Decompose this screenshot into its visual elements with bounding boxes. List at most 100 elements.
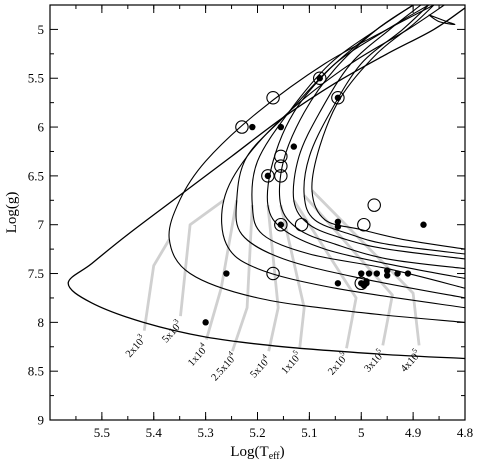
isochrone-label-7: 3x105 <box>360 346 388 375</box>
evolutionary-track <box>67 7 465 360</box>
x-tick-label-4: 5.1 <box>301 425 317 440</box>
y-axis-title: Log(g) <box>4 192 20 234</box>
open-point-6 <box>274 217 288 232</box>
filled-point-17 <box>334 280 342 287</box>
isochrone-curve-3 <box>251 5 465 289</box>
filled-point-16 <box>404 270 412 277</box>
isochrone-leader-8 <box>311 189 421 346</box>
isochrone-curve-1 <box>221 5 465 309</box>
x-tick-label-5: 5 <box>358 425 365 440</box>
data-points <box>202 71 427 326</box>
isochrone-leader-0 <box>142 238 171 331</box>
x-tick-label-3: 5.2 <box>249 425 265 440</box>
isochrone-label-base: 3x10 <box>363 352 385 375</box>
x-tick-label-7: 4.8 <box>457 425 473 440</box>
isochrone-label-1: 5x103 <box>157 317 185 346</box>
open-point-3 <box>274 159 288 173</box>
isochrone-curve-2 <box>235 5 465 299</box>
x-axis-title-main: Log(T <box>230 444 268 460</box>
isochrone-label-exponent: 4 <box>260 352 269 361</box>
isochrone-curve-0 <box>168 5 465 323</box>
isochrone-label-exponent: 3 <box>171 317 180 326</box>
isochrone-label-5: 1x105 <box>277 348 305 377</box>
isochrone-curve-7 <box>303 5 465 255</box>
y-tick-label-1: 5.5 <box>28 71 44 86</box>
x-tick-label-1: 5.4 <box>146 425 163 440</box>
filled-point-10 <box>358 270 365 277</box>
open-point-0 <box>266 91 280 105</box>
plot-frame <box>49 4 466 421</box>
x-tick-label-0: 5.5 <box>94 425 110 440</box>
x-axis-title-sub: eff <box>269 451 281 462</box>
open-point-12 <box>331 91 345 105</box>
isochrone-label-base: 1x10 <box>280 354 302 377</box>
open-point-11 <box>312 71 327 85</box>
isochrone-label-exponent: 5 <box>337 349 346 358</box>
open-point-8 <box>357 217 371 232</box>
isochrone-label-6: 2x105 <box>323 349 351 378</box>
filled-point-12 <box>373 270 381 277</box>
isochrone-leader-1 <box>179 199 225 317</box>
filled-point-13 <box>383 267 391 274</box>
filled-point-21 <box>363 280 370 287</box>
open-point-2 <box>274 149 288 164</box>
isochrone-curve-5 <box>278 5 465 270</box>
filled-point-2 <box>290 143 298 150</box>
open-point-9 <box>367 198 381 212</box>
filled-point-0 <box>249 123 256 131</box>
isochrone-label-base: 2.5x10 <box>210 355 237 384</box>
filled-point-8 <box>223 270 230 277</box>
filled-point-11 <box>365 270 373 277</box>
isochrone-label-base: 5x10 <box>160 322 182 345</box>
y-tick-label-7: 8.5 <box>28 364 44 379</box>
y-tick-label-2: 6 <box>38 120 45 135</box>
open-point-4 <box>274 169 288 183</box>
isochrone-label-base: 5x10 <box>248 357 270 380</box>
isochrone-label-exponent: 5 <box>374 346 383 355</box>
open-point-7 <box>294 217 309 232</box>
isochrone-label-exponent: 4 <box>197 340 206 349</box>
open-point-1 <box>235 120 249 134</box>
isochrone-label-4: 5x104 <box>245 352 273 381</box>
y-tick-label-4: 7 <box>38 217 45 232</box>
isochrone-label-exponent: 5 <box>410 346 419 355</box>
x-tick-label-2: 5.3 <box>198 425 214 440</box>
filled-point-1 <box>277 123 285 131</box>
isochrone-label-base: 2x10 <box>326 355 348 378</box>
y-tick-label-8: 9 <box>38 413 45 428</box>
x-tick-label-6: 4.9 <box>405 425 421 440</box>
isochrone-curve-4 <box>266 5 465 279</box>
filled-point-3 <box>264 172 272 180</box>
filled-point-15 <box>394 270 401 277</box>
isochrone-label-3: 2.5x104 <box>207 349 240 383</box>
filled-point-6 <box>334 223 342 230</box>
isochrone-curves <box>67 5 465 360</box>
isochrone-label-exponent: 5 <box>291 348 300 357</box>
isochrone-leader-5 <box>279 204 306 348</box>
filled-point-7 <box>420 221 427 228</box>
isochrone-label-0: 2x103 <box>121 331 149 360</box>
y-tick-label-3: 6.5 <box>28 168 44 183</box>
isochrone-label-2: 1x104 <box>183 340 211 369</box>
y-tick-label-5: 7.5 <box>28 266 44 281</box>
filled-point-4 <box>277 221 285 228</box>
filled-point-23 <box>334 94 342 101</box>
filled-point-9 <box>202 319 209 326</box>
track-loop <box>428 14 456 26</box>
isochrone-label-8: 4x105 <box>396 346 424 375</box>
isochrone-leader-lines <box>142 189 421 352</box>
isochrone-leader-3 <box>231 205 254 352</box>
isochrone-label-base: 2x10 <box>124 337 146 360</box>
x-axis-title-close: ) <box>280 444 285 460</box>
open-point-10 <box>266 266 280 281</box>
isochrone-label-exponent: 4 <box>226 349 235 358</box>
isochrone-leader-4 <box>266 205 280 352</box>
filled-point-14 <box>383 272 391 279</box>
isochrone-leader-7 <box>303 194 394 346</box>
open-point-13 <box>354 276 368 291</box>
filled-point-22 <box>316 75 323 82</box>
isochrone-curve-6 <box>292 5 465 260</box>
y-tick-label-0: 5 <box>38 22 45 37</box>
axis-ticks: 5.5 5.4 5.3 5.2 5.1 5 4.9 4.8 5 5.5 6 6.5 7 7.5 8 8.5 9 <box>28 5 473 440</box>
